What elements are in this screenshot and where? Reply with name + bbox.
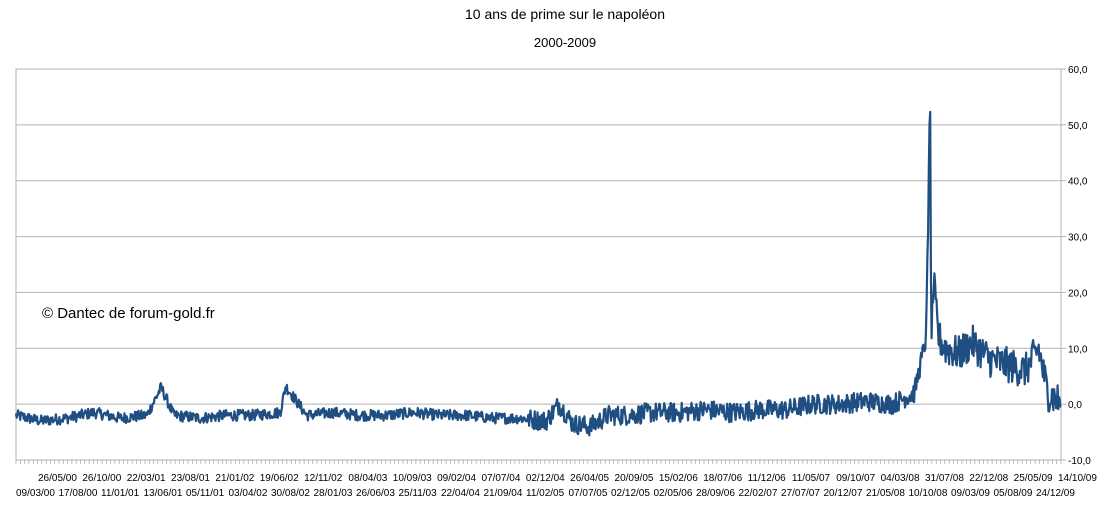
x-tick-label: 28/09/06 [696, 488, 735, 499]
series-line [14, 110, 1062, 437]
x-tick-label: 21/01/02 [215, 473, 254, 484]
y-tick-label: 20,0 [1068, 288, 1088, 299]
x-tick-label: 15/02/06 [659, 473, 698, 484]
x-tick-label: 05/11/01 [186, 488, 225, 499]
x-tick-label: 20/12/07 [824, 488, 863, 499]
x-tick-label: 09/03/09 [951, 488, 990, 499]
x-tick-label: 22/12/08 [969, 473, 1008, 484]
x-tick-label: 22/03/01 [127, 473, 166, 484]
chart-title: 10 ans de prime sur le napoléon [464, 6, 666, 22]
x-tick-label: 08/04/03 [348, 473, 387, 484]
x-tick-label: 25/05/09 [1014, 473, 1053, 484]
x-tick-label: 10/09/03 [393, 473, 432, 484]
x-axis: 26/05/00 26/10/00 22/03/01 23/08/01 21/01/02… [15, 460, 1097, 499]
x-tick-label: 20/09/05 [615, 473, 654, 484]
y-tick-label: 0,0 [1068, 400, 1082, 411]
x-tick-label: 26/05/00 [38, 473, 77, 484]
x-tick-label: 30/08/02 [271, 488, 310, 499]
x-tick-label: 12/11/02 [304, 473, 343, 484]
x-tick-label: 11/02/05 [526, 488, 565, 499]
x-tick-label: 22/02/07 [739, 488, 778, 499]
x-tick-label: 19/06/02 [260, 473, 299, 484]
y-tick-label: 60,0 [1068, 65, 1088, 76]
x-tick-label: 02/05/06 [654, 488, 693, 499]
x-tick-label: 21/05/08 [866, 488, 905, 499]
x-tick-label: 11/01/01 [101, 488, 140, 499]
x-tick-label: 07/07/04 [481, 473, 520, 484]
x-tick-label: 26/06/03 [356, 488, 395, 499]
y-tick-label: 30,0 [1068, 233, 1088, 244]
x-tick-label: 11/05/07 [792, 473, 831, 484]
x-tick-label: 26/10/00 [82, 473, 121, 484]
x-tick-label: 18/07/06 [703, 473, 742, 484]
chart-subtitle: 2000-2009 [533, 35, 597, 50]
y-tick-label: 10,0 [1068, 344, 1088, 355]
x-tick-label: 25/11/03 [399, 488, 438, 499]
y-tick-label: -10,0 [1068, 456, 1091, 467]
x-tick-label: 21/09/04 [484, 488, 523, 499]
x-tick-label: 28/01/03 [314, 488, 353, 499]
x-tick-label: 23/08/01 [171, 473, 210, 484]
x-tick-label: 27/07/07 [781, 488, 820, 499]
gridlines [15, 68, 1062, 461]
x-tick-label: 22/04/04 [441, 488, 480, 499]
copyright-annotation: © Dantec de forum-gold.fr [42, 305, 215, 322]
x-tick-label: 09/02/04 [437, 473, 476, 484]
x-tick-label: 03/04/02 [229, 488, 268, 499]
x-tick-label: 31/07/08 [925, 473, 964, 484]
x-tick-label: 02/12/05 [611, 488, 650, 499]
y-tick-label: 50,0 [1068, 121, 1088, 132]
y-tick-label: 40,0 [1068, 177, 1088, 188]
y-axis: 60,0 50,0 40,0 30,0 20,0 10,0 0,0 -10,0 [1061, 65, 1091, 467]
x-tick-label: 07/07/05 [569, 488, 608, 499]
x-tick-label: 24/12/09 [1036, 488, 1075, 499]
x-tick-label: 09/03/00 [16, 488, 55, 499]
x-tick-label: 10/10/08 [909, 488, 948, 499]
x-tick-label: 13/06/01 [144, 488, 183, 499]
x-tick-label: 17/08/00 [59, 488, 98, 499]
x-tick-label: 04/03/08 [881, 473, 920, 484]
x-tick-label: 02/12/04 [526, 473, 565, 484]
series-group [14, 110, 1062, 437]
x-tick-label: 09/10/07 [836, 473, 875, 484]
x-tick-label: 26/04/05 [570, 473, 609, 484]
x-tick-label: 11/12/06 [748, 473, 787, 484]
x-tick-label: 05/08/09 [994, 488, 1033, 499]
x-tick-label: 14/10/09 [1058, 473, 1097, 484]
